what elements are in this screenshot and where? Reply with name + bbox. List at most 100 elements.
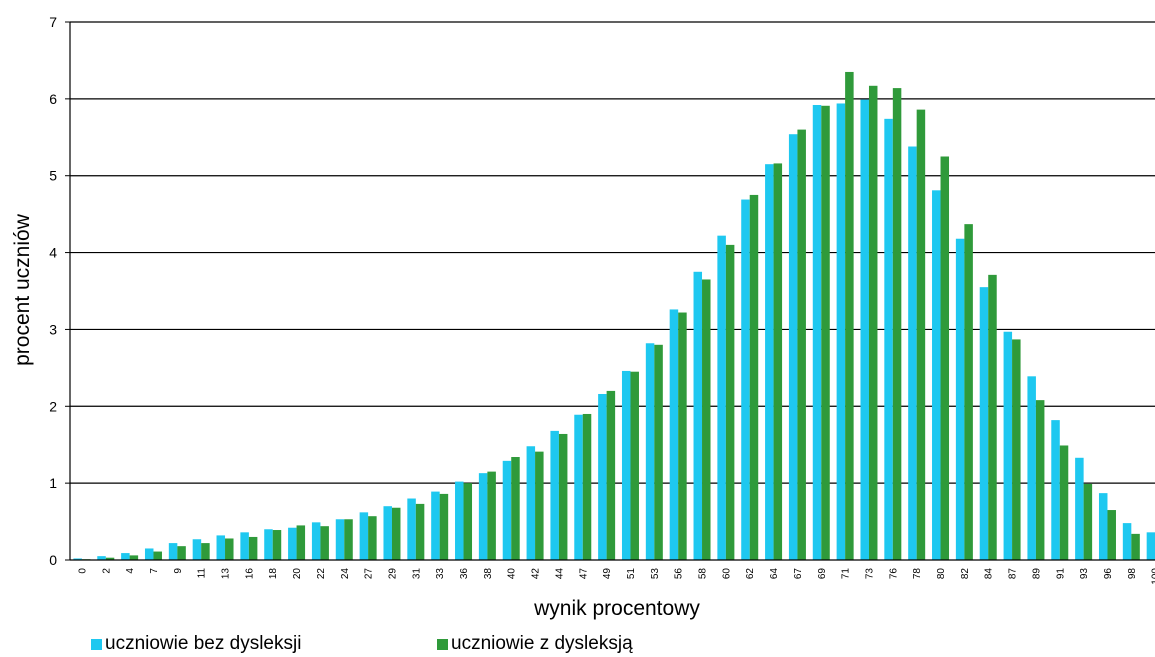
bar-z-dysleksja [797, 129, 806, 560]
x-tick-label: 62 [745, 568, 756, 580]
bar-z-dysleksja [439, 493, 449, 560]
bar-bez-dysleksji [932, 190, 941, 560]
bar-bez-dysleksji [1003, 331, 1013, 560]
bar-bez-dysleksji [288, 527, 297, 560]
bar-z-dysleksja [153, 551, 162, 560]
bar-z-dysleksja [749, 194, 759, 560]
bar-bez-dysleksji [860, 99, 869, 560]
bar-z-dysleksja [296, 525, 306, 560]
bar-bez-dysleksji [1075, 457, 1084, 560]
bar-z-dysleksja [1107, 510, 1116, 560]
bar-z-dysleksja [892, 88, 902, 561]
x-tick-label: 49 [602, 568, 613, 580]
y-tick-labels: 0 1 2 3 4 5 6 7 [49, 14, 57, 568]
y-tick-label: 5 [49, 168, 57, 184]
bar-z-dysleksja [630, 371, 639, 560]
y-tick-label: 2 [49, 398, 57, 414]
bar-z-dysleksja [678, 312, 687, 560]
x-tick-label: 100 [1151, 568, 1155, 585]
y-tick-label: 1 [49, 475, 57, 491]
bar-bez-dysleksji [73, 558, 82, 560]
bar-z-dysleksja [105, 557, 115, 560]
bar-bez-dysleksji [216, 535, 226, 560]
x-tick-label: 44 [554, 568, 565, 580]
x-tick-label: 93 [1079, 568, 1090, 580]
bar-bez-dysleksji [955, 238, 965, 561]
x-tick-label: 36 [459, 568, 470, 580]
bar-z-dysleksja [201, 543, 210, 560]
bar-bez-dysleksji [97, 556, 106, 560]
bar-bez-dysleksji [741, 199, 750, 561]
x-axis-label: wynik procentowy [533, 597, 700, 620]
bar-bez-dysleksji [979, 287, 989, 560]
x-tick-label: 69 [817, 568, 828, 580]
bar-z-dysleksja [487, 471, 496, 560]
bar-z-dysleksja [272, 530, 282, 560]
legend-item-0: uczniowie bez dysleksji [91, 633, 301, 654]
bar-bez-dysleksji [812, 105, 822, 561]
y-tick-label: 7 [49, 14, 57, 30]
gridlines [70, 21, 1155, 484]
bar-bez-dysleksji [192, 539, 202, 560]
x-tick-label: 64 [769, 568, 780, 580]
bar-bez-dysleksji [836, 103, 846, 561]
x-tick-label: 7 [149, 568, 160, 574]
bar-bez-dysleksji [1146, 532, 1155, 560]
bar-z-dysleksja [868, 85, 878, 560]
bar-bez-dysleksji [264, 529, 273, 560]
bars [73, 71, 1155, 561]
y-tick-label: 6 [49, 91, 57, 107]
legend-swatch-0 [91, 638, 102, 650]
bar-bez-dysleksji [502, 460, 512, 560]
x-tick-label: 47 [578, 568, 589, 580]
bar-bez-dysleksji [1051, 420, 1060, 560]
bar-bez-dysleksji [788, 134, 798, 560]
bar-bez-dysleksji [669, 309, 679, 560]
x-tick-label: 87 [1008, 568, 1019, 580]
bar-z-dysleksja [773, 163, 783, 560]
x-tick-label: 51 [626, 568, 637, 580]
x-tick-label: 91 [1055, 568, 1066, 580]
bar-bez-dysleksji [168, 543, 178, 560]
axes [65, 21, 1155, 561]
bar-z-dysleksja [940, 156, 950, 560]
bar-z-dysleksja [964, 224, 973, 561]
bar-z-dysleksja [463, 483, 473, 560]
bar-bez-dysleksji [526, 446, 536, 560]
bar-bez-dysleksji [1098, 493, 1108, 560]
x-tick-label: 4 [125, 568, 136, 574]
bar-bez-dysleksji [407, 498, 416, 560]
bar-z-dysleksja [558, 433, 568, 560]
bar-bez-dysleksji [144, 548, 154, 560]
bar-bez-dysleksji [574, 414, 583, 560]
x-tick-label: 60 [721, 568, 732, 580]
bar-z-dysleksja [582, 413, 592, 560]
x-tick-label: 2 [101, 568, 112, 574]
bar-bez-dysleksji [383, 506, 392, 560]
x-tick-label: 58 [698, 568, 709, 580]
bar-z-dysleksja [1012, 339, 1021, 560]
bar-z-dysleksja [511, 457, 520, 560]
x-tick-label: 13 [221, 568, 232, 580]
bar-bez-dysleksji [765, 164, 774, 560]
bar-bez-dysleksji [1027, 376, 1036, 560]
bar-z-dysleksja [129, 555, 139, 560]
x-tick-label: 73 [864, 568, 875, 580]
bar-z-dysleksja [225, 538, 234, 560]
bar-z-dysleksja [344, 519, 353, 560]
bar-z-dysleksja [845, 71, 854, 560]
bar-z-dysleksja [1083, 483, 1093, 560]
x-tick-label: 27 [364, 568, 375, 580]
x-tick-label: 9 [173, 568, 184, 574]
x-tick-label: 42 [531, 568, 542, 580]
y-tick-label: 3 [49, 321, 57, 337]
bar-bez-dysleksji [908, 146, 917, 560]
bar-z-dysleksja [391, 507, 401, 560]
x-tick-label: 29 [387, 568, 398, 580]
x-tick-label: 20 [292, 568, 303, 580]
bar-bez-dysleksji [455, 481, 464, 560]
x-tick-label: 33 [435, 568, 446, 580]
bar-bez-dysleksji [431, 491, 440, 560]
x-tick-label: 96 [1103, 568, 1114, 580]
